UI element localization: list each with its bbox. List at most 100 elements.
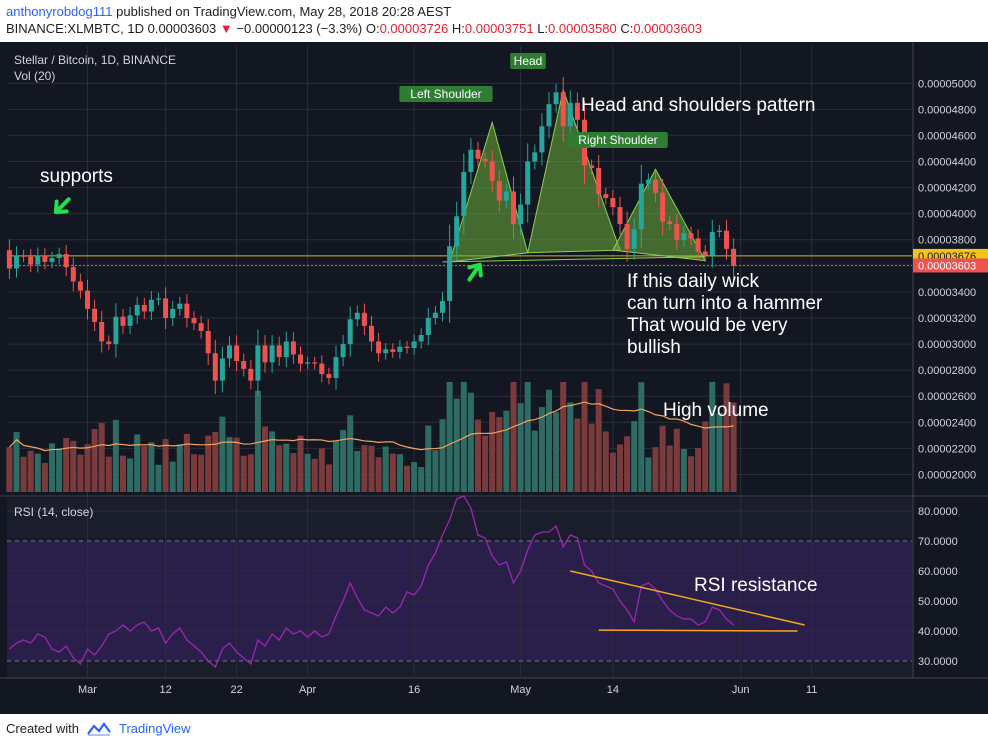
annotation-hammer-line: If this daily wick: [627, 271, 759, 292]
price-tick-label: 0.00002400: [918, 417, 976, 429]
author-link[interactable]: anthonyrobdog111: [6, 4, 113, 19]
candle-body: [702, 251, 708, 256]
volume-bar: [524, 382, 531, 492]
volume-bar: [702, 421, 709, 492]
candle-body: [596, 168, 602, 195]
volume-bar: [276, 445, 283, 492]
volume-bar: [482, 435, 489, 492]
volume-legend: Vol (20): [14, 69, 55, 83]
volume-bar: [638, 382, 645, 492]
publish-header: anthonyrobdog111 published on TradingVie…: [6, 4, 451, 19]
last-price: 0.00003603: [147, 21, 217, 36]
volume-bar: [240, 455, 247, 492]
candle-body: [227, 345, 232, 359]
annotation-right-shoulder: Right Shoulder: [578, 133, 657, 147]
candle-body: [184, 303, 190, 318]
annotation-right-shoulder-box: [568, 132, 668, 148]
chart-canvas[interactable]: Mar 12 22 Apr 16 May 14 Jun 11 0.00002000 0.000022…: [0, 42, 988, 714]
candle-body: [326, 374, 332, 378]
price-tick-label: 0.00003400: [918, 287, 976, 299]
volume-bar: [730, 402, 737, 492]
rsi-tick-label: 60.0000: [918, 566, 958, 578]
volume-ma-line: [8, 401, 734, 452]
candle-body: [660, 192, 666, 222]
candle-body: [191, 317, 197, 324]
candle-body: [418, 334, 424, 342]
volume-bar: [290, 453, 297, 492]
close-label: C:: [620, 21, 634, 36]
candlestick-series: [6, 76, 737, 397]
candle-body: [546, 104, 552, 127]
candle-body: [49, 258, 55, 262]
candle-body: [354, 312, 360, 320]
candle-body: [170, 308, 176, 318]
volume-bar: [162, 439, 169, 492]
candle-body: [567, 102, 573, 127]
candle-body: [255, 345, 261, 381]
volume-bar: [503, 410, 510, 492]
candle-body: [92, 308, 98, 322]
neckline-arrow-icon: [467, 262, 483, 282]
volume-bar: [318, 448, 325, 492]
volume-bar: [652, 447, 659, 492]
candle-body: [312, 362, 318, 364]
candle-body: [248, 368, 254, 381]
candle-body: [653, 179, 658, 193]
volume-bar: [680, 449, 687, 492]
candle-body: [532, 152, 538, 162]
volume-bar: [226, 437, 233, 492]
volume-bar: [574, 418, 581, 492]
volume-bar: [375, 457, 382, 492]
candle-body: [667, 221, 673, 225]
annotation-rsi-resistance: RSI resistance: [694, 575, 818, 596]
volume-bar: [645, 457, 652, 492]
candle-body: [148, 299, 154, 312]
annotation-hammer-line: can turn into a hammer: [627, 293, 823, 314]
candle-body: [85, 290, 90, 309]
volume-bar: [297, 435, 304, 492]
candle-body: [234, 345, 240, 362]
candle-body: [14, 255, 19, 269]
candle-body: [624, 224, 630, 249]
annotation-supports: supports: [40, 166, 113, 187]
candle-body: [553, 92, 559, 105]
candle-body: [383, 349, 389, 354]
annotation-head-box: [510, 53, 546, 69]
high-value: 0.00003751: [464, 21, 534, 36]
volume-bar: [219, 416, 226, 492]
candle-body: [425, 317, 431, 335]
volume-bar: [304, 453, 311, 492]
volume-bar: [446, 382, 453, 492]
price-tick-label: 0.00003000: [918, 339, 976, 351]
candle-body: [709, 231, 715, 256]
volume-bar: [418, 467, 425, 492]
volume-bar: [91, 429, 98, 492]
chart-area[interactable]: Mar 12 22 Apr 16 May 14 Jun 11 0.00002000 0.000022…: [0, 42, 988, 714]
candle-body: [205, 331, 211, 354]
volume-bar: [709, 382, 716, 492]
candle-body: [156, 298, 161, 300]
price-tick-label: 0.00004000: [918, 209, 976, 221]
candle-body: [177, 303, 183, 309]
x-tick-label: 14: [607, 684, 619, 696]
supports-arrow-icon: [53, 197, 71, 215]
candle-body: [411, 341, 417, 348]
volume-bar: [205, 435, 212, 492]
price-change: −0.00000123 (−3.3%): [236, 21, 363, 36]
candle-body: [376, 341, 382, 354]
candle-body: [106, 341, 112, 345]
tradingview-link[interactable]: TradingView: [118, 721, 191, 736]
volume-bar: [460, 382, 467, 492]
candle-body: [574, 102, 580, 120]
volume-bar: [389, 453, 396, 492]
volume-bar: [673, 428, 680, 492]
volume-bar: [361, 445, 368, 492]
candle-body: [198, 323, 204, 332]
candle-body: [447, 246, 453, 302]
volume-bar: [602, 431, 609, 492]
candle-body: [475, 149, 481, 159]
volume-bar: [666, 445, 673, 492]
open-label: O:: [365, 21, 380, 36]
price-axis: 0.00002000 0.00002200 0.00002400 0.00002600…: [7, 78, 976, 481]
candle-body: [610, 198, 616, 208]
